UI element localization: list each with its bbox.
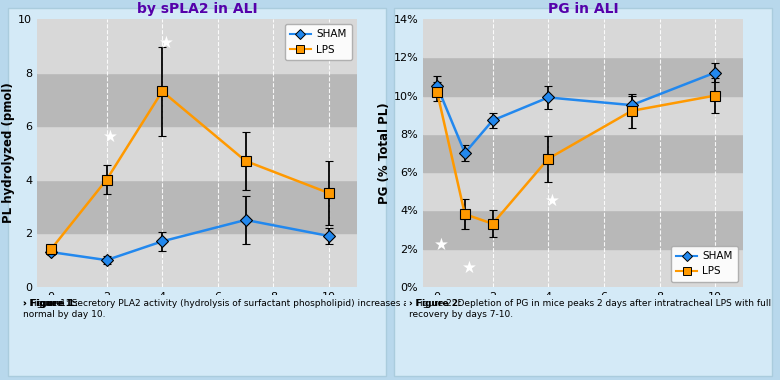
- Text: ★: ★: [159, 34, 174, 52]
- Y-axis label: PL hydrolyzed (pmol): PL hydrolyzed (pmol): [2, 82, 16, 223]
- Text: › Figure 2:: › Figure 2:: [410, 299, 462, 308]
- Bar: [37, 19, 356, 73]
- Bar: [423, 57, 743, 95]
- Bar: [423, 95, 743, 134]
- Bar: [423, 211, 743, 249]
- Bar: [423, 134, 743, 172]
- X-axis label: Time (Days): Time (Days): [158, 304, 236, 318]
- Bar: [423, 19, 743, 57]
- Text: ★: ★: [434, 236, 448, 254]
- Title: Hydrolysis of Surfactant Phospholipids
by sPLA2 in ALI: Hydrolysis of Surfactant Phospholipids b…: [44, 0, 349, 16]
- X-axis label: Time (Days): Time (Days): [544, 304, 622, 318]
- Bar: [37, 73, 356, 126]
- Bar: [37, 233, 356, 287]
- Text: ★: ★: [545, 192, 560, 210]
- Bar: [423, 172, 743, 211]
- Bar: [37, 126, 356, 180]
- Title: Depletion of Surfactant
PG in ALI: Depletion of Surfactant PG in ALI: [491, 0, 675, 16]
- Text: › Figure 2: Depletion of PG in mice peaks 2 days after intratracheal LPS with fu: › Figure 2: Depletion of PG in mice peak…: [410, 299, 771, 319]
- Bar: [37, 180, 356, 233]
- Text: ★: ★: [103, 128, 119, 146]
- Text: › Figure 1:: › Figure 1:: [23, 299, 78, 308]
- Text: › Figure 1: Secretory PLA2 activity (hydrolysis of surfactant phospholipid) incr: › Figure 1: Secretory PLA2 activity (hyd…: [23, 299, 752, 319]
- Legend: SHAM, LPS: SHAM, LPS: [671, 246, 738, 282]
- Bar: [423, 249, 743, 287]
- Text: ★: ★: [462, 259, 477, 277]
- Text: › Figure 1:: › Figure 1:: [23, 299, 76, 308]
- Legend: SHAM, LPS: SHAM, LPS: [285, 24, 352, 60]
- Text: › Figure 1: Secretory PLA2 activity (hydrolysis of surfactant phospholipid) incr: › Figure 1: Secretory PLA2 activity (hyd…: [23, 299, 762, 319]
- Y-axis label: PG (% Total PL): PG (% Total PL): [378, 102, 391, 204]
